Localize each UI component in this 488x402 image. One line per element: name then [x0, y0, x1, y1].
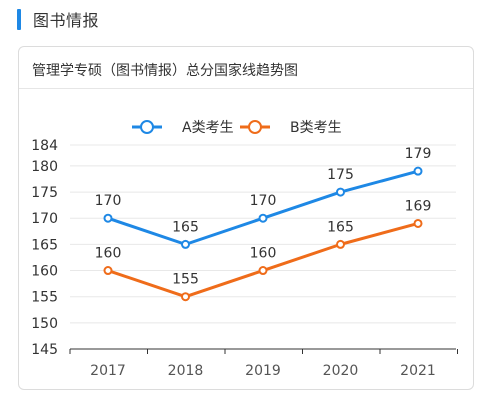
data-label: 160: [95, 246, 122, 262]
y-tick-label: 150: [31, 316, 58, 332]
x-tick-label: 2019: [245, 363, 281, 379]
data-point: [413, 218, 423, 228]
data-label: 175: [327, 167, 354, 183]
data-point: [103, 213, 113, 223]
legend-label: A类考生: [182, 120, 234, 136]
x-tick-label: 2017: [90, 363, 126, 379]
data-label: 155: [172, 272, 199, 288]
section-accent-bar: [17, 8, 21, 30]
data-point: [258, 213, 268, 223]
y-tick-label: 160: [31, 264, 58, 280]
y-tick-label: 175: [31, 185, 58, 201]
data-point: [181, 239, 190, 249]
data-point: [103, 266, 113, 276]
legend-marker: [140, 120, 154, 134]
data-point: [336, 187, 345, 197]
y-tick-label: 165: [31, 237, 58, 253]
section-title: 图书情报: [33, 11, 100, 30]
data-point: [336, 239, 345, 249]
x-tick-label: 2018: [168, 363, 204, 379]
card-title-row: 管理学专硕（图书情报）总分国家线趋势图: [19, 47, 473, 89]
chart-title: 管理学专硕（图书情报）总分国家线趋势图: [32, 63, 298, 79]
data-label: 165: [327, 219, 354, 235]
y-tick-label: 184: [31, 138, 58, 154]
data-label: 165: [172, 219, 199, 235]
data-point: [181, 292, 190, 302]
data-label: 170: [95, 193, 122, 209]
data-point: [258, 266, 268, 276]
data-label: 169: [405, 198, 432, 214]
section-header: 图书情报: [17, 7, 99, 31]
data-label: 179: [405, 146, 432, 162]
y-tick-label: 145: [31, 342, 58, 358]
data-label: 160: [250, 246, 277, 262]
x-tick-label: 2020: [323, 363, 359, 379]
y-tick-label: 170: [31, 211, 58, 227]
data-point: [413, 166, 423, 176]
data-label: 170: [250, 193, 277, 209]
x-tick-label: 2021: [400, 363, 436, 379]
y-tick-label: 155: [31, 290, 58, 306]
legend-marker: [248, 120, 262, 134]
legend-label: B类考生: [290, 120, 342, 136]
y-tick-label: 180: [31, 159, 58, 175]
